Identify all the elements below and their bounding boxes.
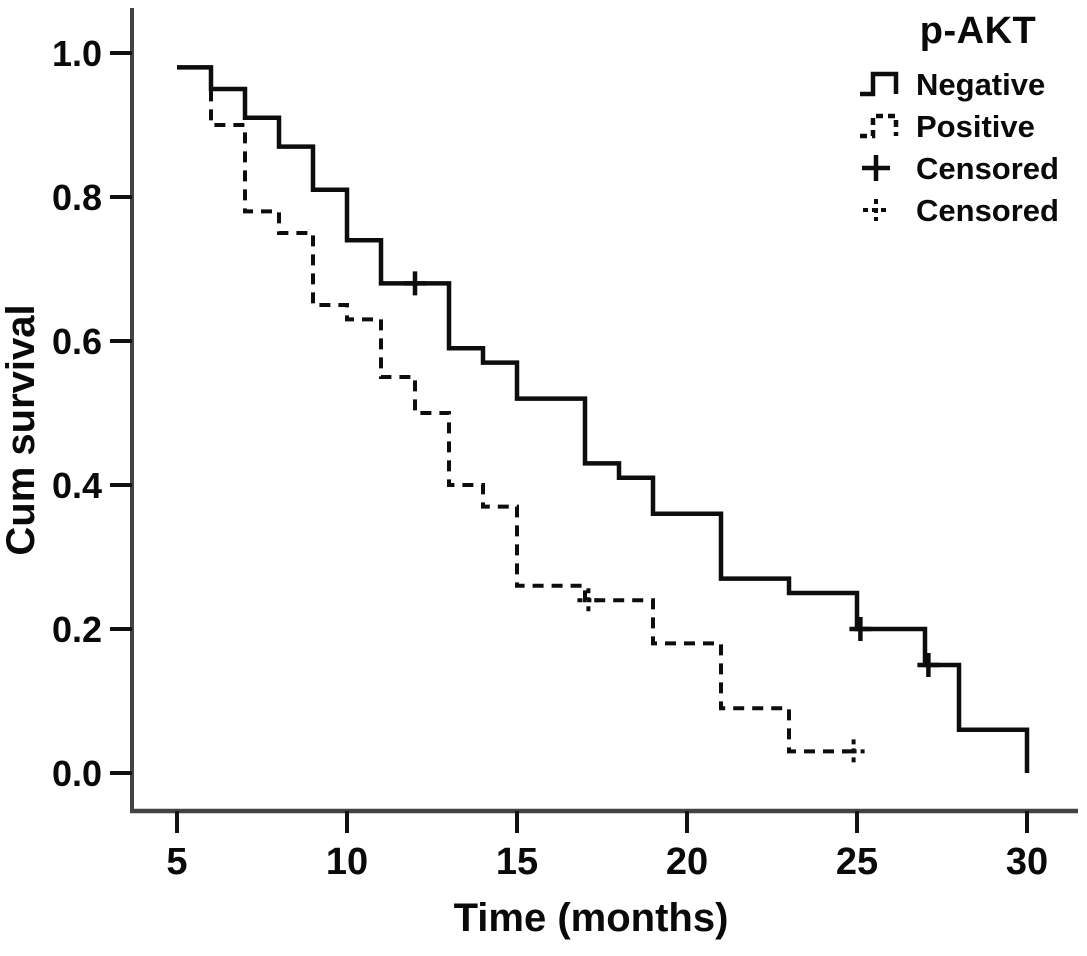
y-tick-label: 0.0 [52,753,102,794]
legend-label: Negative [916,66,1046,102]
x-tick-label: 5 [166,841,187,883]
x-tick-label: 10 [326,841,368,883]
legend-item-positive: Positive [858,105,1087,147]
positive-curve [177,65,857,754]
x-tick-label: 20 [666,841,708,883]
x-tick-label: 25 [836,841,878,883]
legend-item-censored-solid: Censored [858,147,1087,189]
dashed-step-line-icon [860,113,899,139]
y-tick-label: 0.4 [52,465,102,506]
solid-step-line-icon [860,71,899,97]
y-tick-label: 0.8 [52,177,102,218]
y-tick-label: 1.0 [52,33,102,74]
y-tick-label: 0.2 [52,609,102,650]
x-axis-title: Time (months) [454,896,729,940]
legend-item-censored-dashed: Censored [858,189,1087,231]
negative-censored-mark [917,653,940,677]
solid-plus-icon [862,155,890,181]
negative-censored-mark [849,617,872,641]
legend-item-negative: Negative [858,63,1087,105]
y-tick-label: 0.6 [52,321,102,362]
positive-censored-mark [842,739,865,764]
legend-label: Positive [916,108,1035,144]
positive-censored-mark [577,588,600,613]
legend-label: Censored [916,192,1059,228]
legend: p-AKT Negative Positive Censored Censore… [858,10,1087,231]
dashed-plus-icon [863,199,889,221]
legend-title: p-AKT [919,10,1037,52]
legend-label: Censored [916,150,1059,186]
y-axis-title: Cum survival [0,304,43,555]
x-tick-label: 15 [496,841,538,883]
negative-censored-mark [404,271,426,296]
x-tick-label: 30 [1006,841,1048,883]
